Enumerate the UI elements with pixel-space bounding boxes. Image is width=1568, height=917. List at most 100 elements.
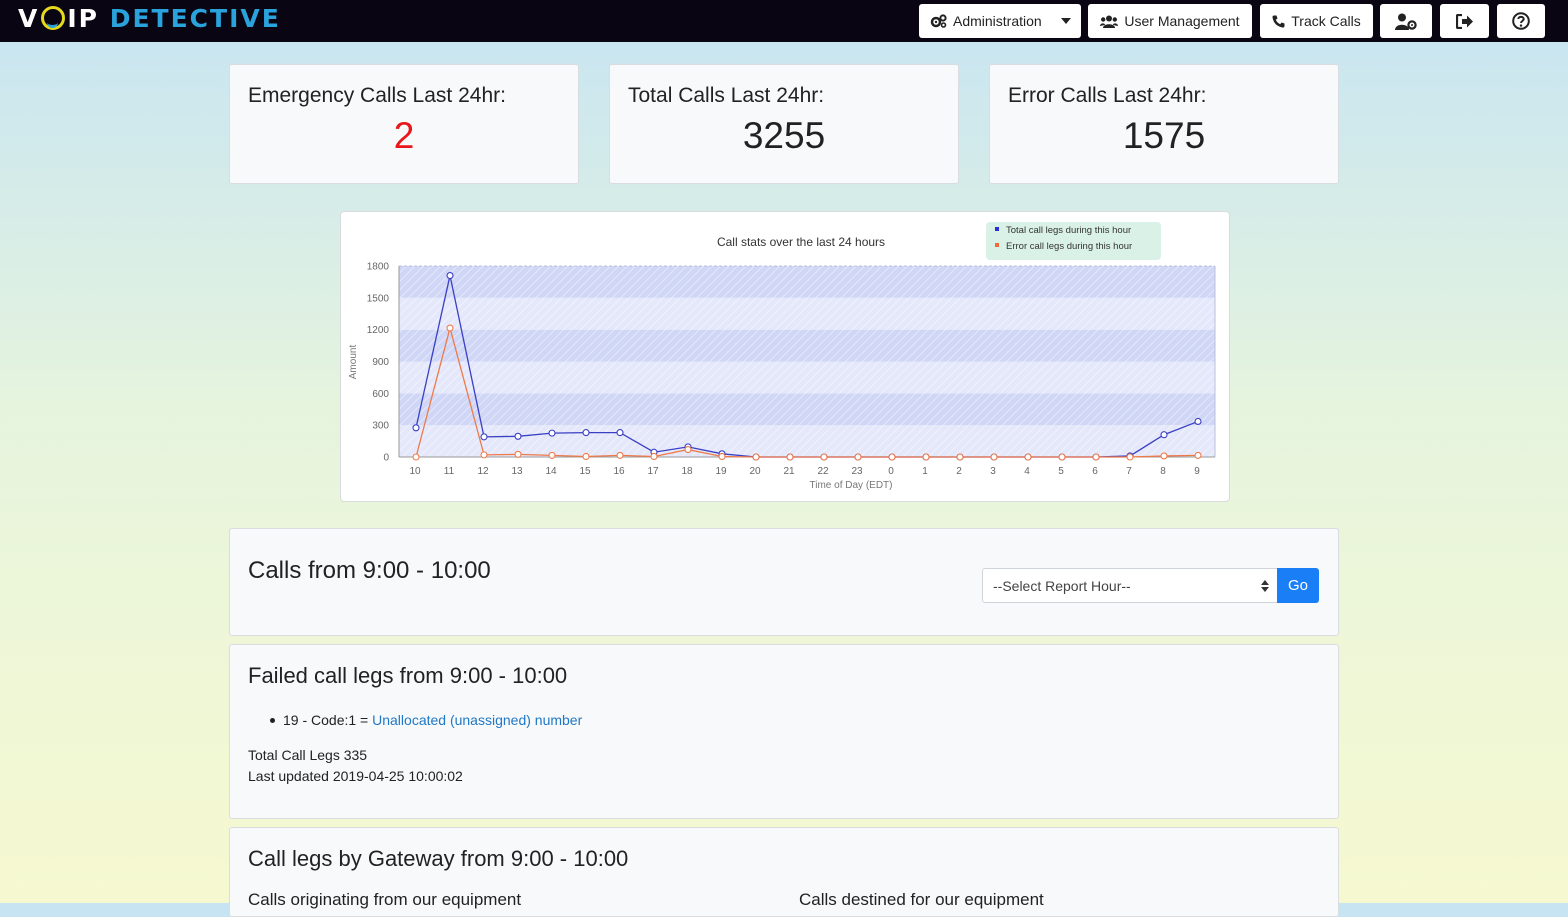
total-calls-label: Total Calls Last 24hr: (628, 84, 825, 107)
data-point-error (956, 453, 964, 461)
x-tick-label: 4 (1024, 466, 1030, 477)
total-call-legs: Total Call Legs 335 (248, 747, 368, 763)
data-point-error (548, 451, 556, 459)
series-line-error (415, 325, 1199, 458)
data-point-total (1194, 417, 1202, 426)
help-button[interactable] (1497, 4, 1545, 38)
administration-label: Administration (953, 13, 1042, 29)
data-point-error (684, 446, 692, 454)
data-point-error (718, 452, 726, 461)
legend-swatch-total (995, 227, 999, 231)
data-point-error (1126, 453, 1134, 461)
x-tick-label: 23 (851, 466, 863, 477)
y-tick-label: 0 (383, 453, 389, 464)
cogs-icon (930, 14, 947, 28)
track-calls-button[interactable]: Track Calls (1260, 4, 1373, 38)
emergency-calls-value: 2 (393, 115, 415, 156)
y-tick-label: 900 (372, 357, 389, 368)
unallocated-number-link[interactable]: Unallocated (unassigned) number (372, 712, 583, 728)
x-tick-label: 18 (681, 466, 693, 477)
x-tick-label: 13 (511, 466, 523, 477)
y-tick-label: 1500 (367, 293, 390, 304)
failed-item-prefix: 19 - Code:1 = (283, 712, 373, 728)
data-point-error (888, 453, 896, 461)
data-point-total (514, 432, 522, 440)
data-point-total (480, 433, 488, 441)
x-tick-label: 22 (817, 466, 829, 477)
brand-part2: IP (67, 4, 99, 33)
data-point-error (990, 453, 998, 461)
destined-heading: Calls destined for our equipment (799, 890, 1044, 909)
administration-dropdown[interactable]: Administration (919, 4, 1081, 38)
go-button[interactable]: Go (1277, 568, 1319, 603)
x-tick-label: 12 (477, 466, 489, 477)
brand-part3: DETECTIVE (109, 4, 281, 33)
data-point-error (446, 324, 454, 332)
x-tick-label: 6 (1092, 466, 1098, 477)
data-point-error (514, 450, 522, 458)
plot-hatch (399, 266, 1215, 457)
x-tick-label: 9 (1194, 466, 1200, 477)
failed-title: Failed call legs from 9:00 - 10:00 (248, 663, 568, 688)
x-tick-label: 10 (409, 466, 421, 477)
y-tick-label: 300 (372, 421, 389, 432)
legend-label-error: Error call legs during this hour (1006, 241, 1132, 252)
legend-label-total: Total call legs during this hour (1006, 225, 1131, 236)
question-circle-icon (1512, 12, 1530, 30)
call-stats-chart-card: Call stats over the last 24 hours Time o… (340, 211, 1230, 502)
logo-o-icon (41, 6, 66, 30)
emergency-calls-label: Emergency Calls Last 24hr: (248, 84, 506, 107)
brand-logo[interactable]: V IP DETECTIVE (18, 4, 281, 38)
report-hour-card: Calls from 9:00 - 10:00 --Select Report … (229, 528, 1339, 636)
error-calls-label: Error Calls Last 24hr: (1008, 84, 1207, 107)
data-point-error (480, 451, 488, 459)
legend-background (986, 222, 1161, 260)
data-point-total (616, 429, 624, 437)
data-point-error (412, 453, 420, 461)
x-tick-label: 5 (1058, 466, 1064, 477)
data-point-error (1024, 453, 1032, 461)
data-point-error (1194, 451, 1202, 459)
x-axis-label: Time of Day (EDT) (810, 480, 893, 491)
x-tick-label: 3 (990, 466, 996, 477)
x-tick-label: 2 (956, 466, 962, 477)
user-management-button[interactable]: User Management (1088, 4, 1252, 38)
user-management-label: User Management (1124, 13, 1240, 29)
sign-out-icon (1455, 13, 1473, 29)
chart-title: Call stats over the last 24 hours (717, 235, 885, 249)
data-point-error (820, 453, 828, 461)
x-tick-label: 21 (783, 466, 795, 477)
x-tick-label: 17 (647, 466, 659, 477)
call-stats-chart: Call stats over the last 24 hours Time o… (348, 222, 1216, 491)
bullet-icon (270, 718, 275, 723)
y-axis-label: Amount (348, 345, 359, 380)
users-icon (1100, 15, 1119, 28)
x-tick-label: 7 (1126, 466, 1132, 477)
last-updated: Last updated 2019-04-25 10:00:02 (248, 768, 463, 784)
data-point-error (752, 453, 760, 461)
data-point-error (616, 451, 624, 459)
error-calls-card: Error Calls Last 24hr: 1575 (989, 64, 1339, 184)
data-point-total (446, 271, 454, 280)
user-settings-button[interactable] (1380, 4, 1432, 38)
data-point-error (1160, 452, 1168, 460)
y-tick-label: 1800 (367, 262, 390, 273)
data-point-error (786, 453, 794, 461)
report-title: Calls from 9:00 - 10:00 (248, 557, 491, 584)
y-tick-label: 1200 (367, 325, 390, 336)
x-tick-label: 16 (613, 466, 625, 477)
legend-swatch-error (995, 243, 999, 247)
data-point-error (854, 453, 862, 461)
logout-button[interactable] (1440, 4, 1489, 38)
x-tick-label: 11 (444, 466, 455, 477)
data-point-total (1160, 431, 1168, 439)
y-tick-label: 600 (372, 389, 389, 400)
x-tick-label: 19 (715, 466, 727, 477)
data-point-total (412, 424, 420, 432)
report-hour-select[interactable]: --Select Report Hour-- (982, 568, 1278, 603)
x-tick-label: 8 (1160, 466, 1166, 477)
gateway-card: Call legs by Gateway from 9:00 - 10:00 C… (229, 827, 1339, 917)
data-point-total (548, 429, 556, 437)
x-tick-label: 20 (749, 466, 761, 477)
report-hour-select-value: --Select Report Hour-- (993, 578, 1131, 594)
